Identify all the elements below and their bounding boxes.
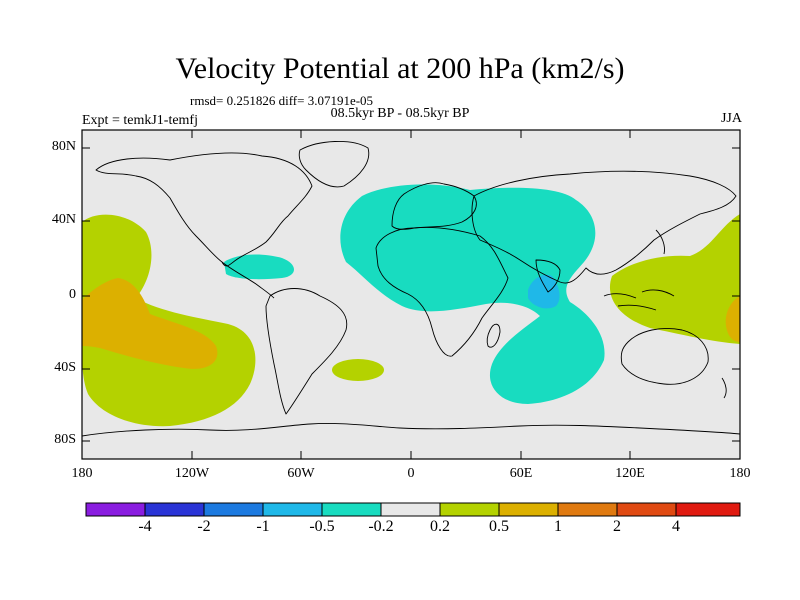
dateline-core-region [725, 296, 740, 342]
experiment-label: Expt = temkJ1-temfj [82, 113, 198, 128]
x-axis-label: 60W [287, 466, 315, 481]
y-axis-label: 40S [54, 360, 76, 375]
colorbar-box [262, 502, 323, 517]
x-axis-label: 180 [729, 466, 751, 481]
west-pacific-positive-region [609, 214, 740, 344]
colorbar-label: 1 [554, 518, 562, 535]
africa-indian-ocean-negative-region [340, 184, 605, 404]
coast-antarctica [82, 423, 740, 437]
colorbar-box [321, 502, 382, 517]
x-axis-label: 0 [407, 466, 415, 481]
colorbar-box [439, 502, 500, 517]
arabian-sea-core-region [528, 274, 560, 309]
colorbar-label: -0.2 [368, 518, 394, 535]
coast-new-zealand [721, 377, 727, 399]
caribbean-negative-region [224, 254, 294, 280]
coast-greenland [298, 140, 370, 188]
colorbar-box [616, 502, 677, 517]
season-label: JJA [720, 111, 742, 126]
y-axis-label: 0 [69, 287, 76, 302]
colorbar-label: -2 [197, 518, 211, 535]
stats-text: rmsd= 0.251826 diff= 3.07191e-05 [190, 93, 374, 108]
period-text: 08.5kyr BP - 08.5kyr BP [330, 106, 470, 121]
colorbar-box [498, 502, 559, 517]
coast-india [535, 259, 561, 293]
coastlines [82, 140, 740, 437]
colorbar-box [203, 502, 264, 517]
y-axis-label: 40N [51, 212, 76, 227]
pacific-core-region [82, 278, 218, 369]
colorbar-box [675, 502, 741, 517]
x-axis-label: 60E [509, 466, 533, 481]
colorbar-label: 4 [672, 518, 680, 535]
coast-asia [471, 170, 737, 284]
y-axis-label: 80N [51, 139, 76, 154]
coast-australia [620, 328, 709, 385]
coast-madagascar [486, 323, 501, 348]
colorbar-label: 2 [613, 518, 621, 535]
south-atlantic-positive-region [332, 359, 384, 381]
y-axis-label: 80S [54, 432, 76, 447]
coast-central-america [221, 261, 275, 299]
pacific-positive-region [82, 214, 256, 427]
x-axis-label: 120W [174, 466, 210, 481]
colorbar-box [85, 502, 146, 517]
colorbar-box [380, 502, 441, 517]
y-ticks [82, 147, 740, 442]
coast-north-america [95, 152, 313, 267]
colorbar-label: -0.5 [309, 518, 335, 535]
colorbar-label: 0.5 [489, 518, 509, 535]
coast-africa [375, 227, 509, 357]
colorbar-label: -1 [256, 518, 270, 535]
coast-japan [655, 229, 665, 255]
colorbar-label: 0.2 [430, 518, 450, 535]
x-axis-label: 180 [71, 466, 93, 481]
map-title: Velocity Potential at 200 hPa (km2/s) [175, 52, 625, 85]
colorbar-label: -4 [138, 518, 152, 535]
coast-indonesia [603, 289, 675, 311]
colorbar-box [557, 502, 618, 517]
x-ticks [81, 130, 741, 459]
coast-south-america [265, 288, 348, 415]
colorbar-box [144, 502, 205, 517]
x-axis-label: 120E [615, 466, 645, 481]
colorbar [85, 502, 741, 517]
